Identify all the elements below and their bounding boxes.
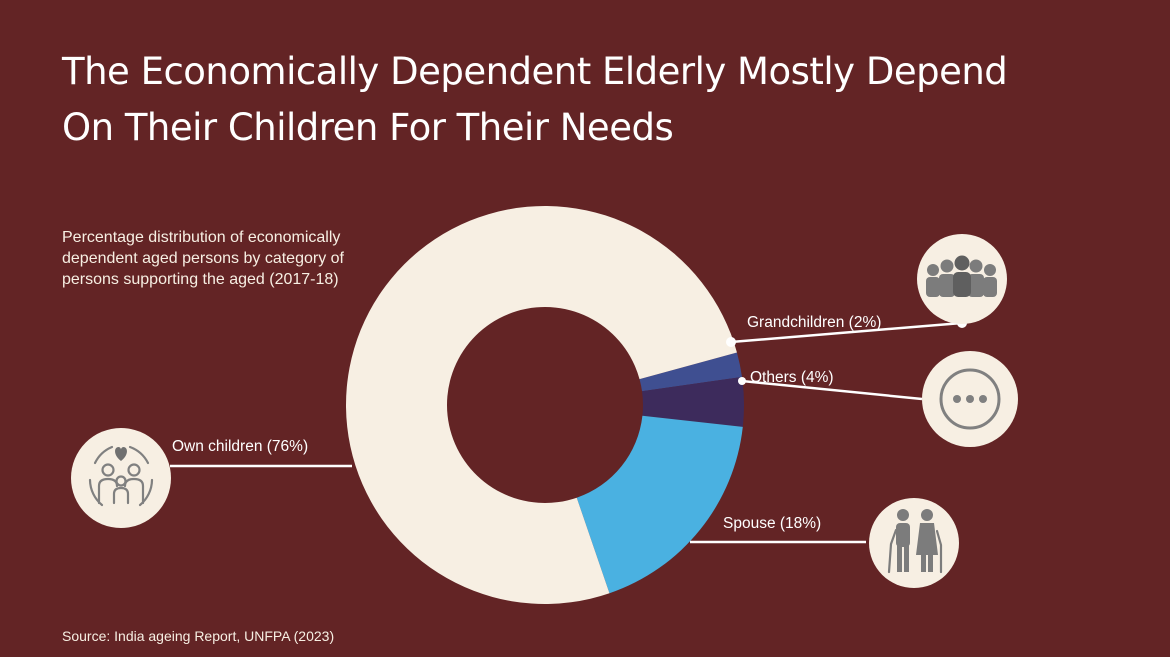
- source-note: Source: India ageing Report, UNFPA (2023…: [62, 628, 335, 644]
- donut-slice-grandchildren: [639, 352, 743, 392]
- slice-label-own-children: Own children (76%): [172, 438, 308, 455]
- title-line-1: The Economically Dependent Elderly Mostl…: [62, 50, 1008, 93]
- leader-line-grandchildren: [730, 321, 963, 344]
- title-line-2: On Their Children For Their Needs: [62, 106, 674, 149]
- slice-label-grandchildren: Grandchildren (2%): [747, 314, 881, 331]
- slice-label-others: Others (4%): [750, 369, 834, 386]
- elderly-couple-icon: [869, 498, 959, 588]
- leader-dot-grandchildren: [726, 337, 736, 347]
- family-heart-icon: [71, 428, 171, 528]
- page-title: The Economically Dependent Elderly Mostl…: [62, 44, 1122, 156]
- leader-dot-others: [738, 377, 746, 385]
- chart-subtitle: Percentage distribution of economically …: [62, 229, 344, 288]
- slice-label-spouse: Spouse (18%): [723, 515, 821, 532]
- donut-slices: [345, 206, 744, 604]
- leader-lines: [170, 321, 963, 544]
- donut-slice-spouse: [576, 415, 743, 594]
- group-people-icon: [917, 234, 1007, 324]
- leader-line-others: [741, 379, 923, 401]
- donut-slice-others: [642, 376, 744, 427]
- donut-slice-own-children: [345, 206, 737, 604]
- ellipsis-icon: [922, 351, 1018, 447]
